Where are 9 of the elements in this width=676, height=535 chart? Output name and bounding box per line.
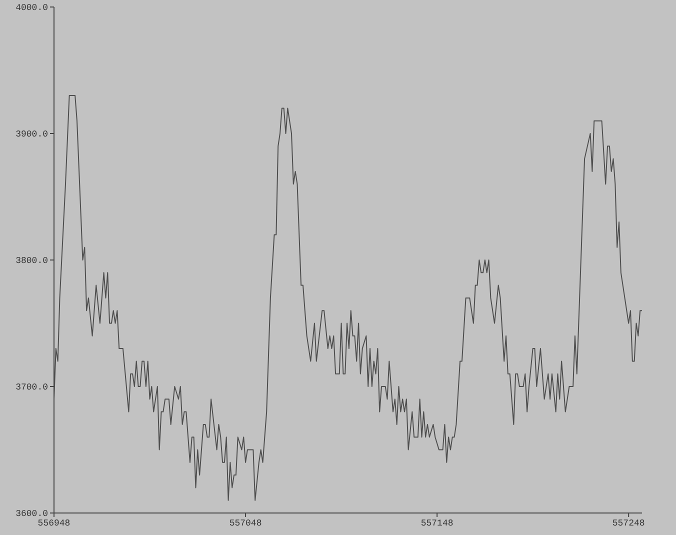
x-tick-label: 556948 (38, 518, 70, 528)
y-tick-label: 3800.0 (16, 256, 48, 266)
y-tick-label: 3900.0 (16, 130, 48, 140)
x-tick-label: 557248 (612, 518, 645, 528)
y-tick-label: 3700.0 (16, 382, 48, 393)
y-tick-label: 4000.0 (16, 3, 48, 14)
y-tick-label: 3600.0 (16, 509, 48, 520)
x-tick-label: 557148 (420, 518, 454, 528)
x-tick-label: 557048 (229, 518, 262, 528)
